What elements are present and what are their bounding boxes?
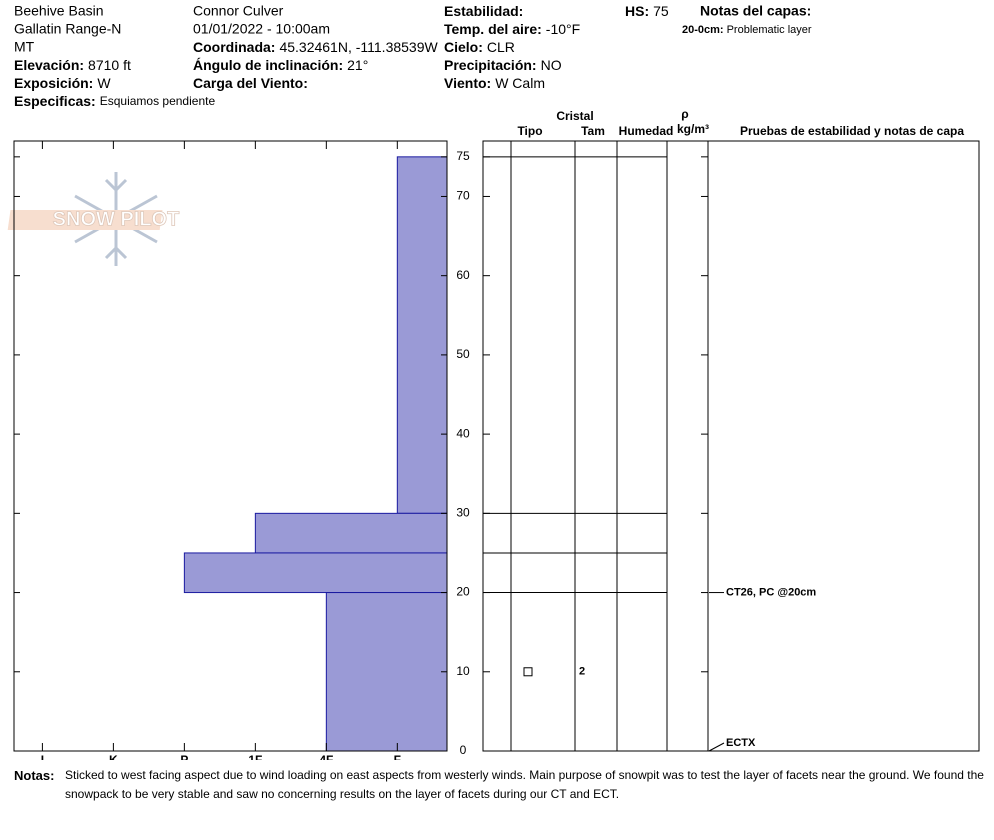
field-label: Carga del Viento: <box>193 75 308 91</box>
field-label: Especificas: <box>14 93 96 109</box>
y-tick-label: 60 <box>456 268 470 282</box>
field-label: Temp. del aire: <box>444 21 542 37</box>
column-header: ρ <box>681 107 688 121</box>
field-value: W <box>97 75 111 91</box>
snowpit-chart: Beehive Basin Gallatin Range-N MT Connor… <box>7 3 980 760</box>
logo: SNOW PILOT <box>7 172 180 266</box>
notes-label: Notas: <box>14 768 55 783</box>
field-label: Coordinada: <box>193 39 275 55</box>
column-header: Tam <box>581 124 605 138</box>
site: Beehive Basin <box>14 3 104 19</box>
y-tick-label: 10 <box>456 664 470 678</box>
datetime: 01/01/2022 - 10:00am <box>193 21 330 37</box>
header-field: Coordinada: 45.32461N, -111.38539W <box>193 39 438 55</box>
hardness-frame <box>13 140 448 752</box>
y-tick-label: 50 <box>456 347 470 361</box>
hardness-bar <box>183 552 448 594</box>
field-label: Cielo: <box>444 39 483 55</box>
header-field: Viento: W Calm <box>444 75 545 91</box>
field-value: 8710 ft <box>88 57 131 73</box>
column-header: Tipo <box>517 124 542 138</box>
x-tick-label: F <box>394 753 401 760</box>
layer-note-label: 20-0cm: <box>682 24 724 36</box>
x-tick-label: 4F <box>319 753 333 760</box>
field-value: 45.32461N, -111.38539W <box>279 39 438 55</box>
column-header: Cristal <box>556 109 593 123</box>
x-tick-label: I <box>41 753 44 760</box>
header-field: HS: 75 <box>625 3 669 19</box>
field-value: -10°F <box>546 21 580 37</box>
test-arrow <box>708 742 725 752</box>
hardness-bar <box>254 512 448 554</box>
y-tick-label: 0 <box>460 743 467 757</box>
field-label: HS: <box>625 3 649 19</box>
hardness-bar <box>325 592 448 752</box>
header-field: Estabilidad: <box>444 3 523 19</box>
field-value: Esquiamos pendiente <box>100 94 216 108</box>
header-field: Ángulo de inclinación: 21° <box>193 57 368 73</box>
test-label: ECTX <box>726 737 756 749</box>
field-value: 75 <box>653 3 669 19</box>
field-label: Viento: <box>444 75 491 91</box>
table-frame <box>482 140 980 752</box>
crystal-form <box>523 667 533 677</box>
x-tick-label: P <box>180 753 188 760</box>
hardness-bar <box>396 156 448 514</box>
y-tick-label: 70 <box>456 189 470 203</box>
column-header: kg/m³ <box>677 122 709 136</box>
header-field: Cielo: CLR <box>444 39 515 55</box>
y-tick-label: 20 <box>456 585 470 599</box>
header-field: Precipitación: NO <box>444 57 562 73</box>
notes-text: Sticked to west facing aspect due to win… <box>65 768 984 801</box>
layer-note: 20-0cm: Problematic layer <box>682 24 812 36</box>
range: Gallatin Range-N <box>14 21 121 37</box>
state: MT <box>14 39 35 55</box>
field-label: Ángulo de inclinación: <box>193 57 343 73</box>
field-value: W Calm <box>495 75 545 91</box>
field-value: 21° <box>347 57 368 73</box>
layer-note-text: Problematic layer <box>727 24 812 36</box>
observer: Connor Culver <box>193 3 284 19</box>
field-value: NO <box>541 57 562 73</box>
test-label: CT26, PC @20cm <box>726 586 816 598</box>
y-tick-label: 75 <box>456 149 470 163</box>
header-field: Carga del Viento: <box>193 75 308 91</box>
field-label: Precipitación: <box>444 57 537 73</box>
crystal-size: 2 <box>579 666 585 678</box>
field-value: CLR <box>487 39 515 55</box>
layer-notes-title: Notas del capas: <box>700 3 811 19</box>
y-tick-label: 40 <box>456 426 470 440</box>
x-tick-label: 1F <box>248 753 262 760</box>
y-tick-label: 30 <box>456 506 470 520</box>
header-field: Elevación: 8710 ft <box>14 57 131 73</box>
column-header: Pruebas de estabilidad y notas de capa <box>740 124 964 138</box>
logo-text: SNOW PILOT <box>53 208 180 230</box>
notes: Notas: Sticked to west facing aspect due… <box>14 766 984 804</box>
x-tick-label: K <box>109 753 118 760</box>
column-header: Humedad <box>619 124 674 138</box>
header-field: Temp. del aire: -10°F <box>444 21 580 37</box>
field-label: Exposición: <box>14 75 93 91</box>
field-label: Estabilidad: <box>444 3 523 19</box>
header-field: Especificas: Esquiamos pendiente <box>14 93 215 109</box>
field-label: Elevación: <box>14 57 84 73</box>
header-field: Exposición: W <box>14 75 111 91</box>
